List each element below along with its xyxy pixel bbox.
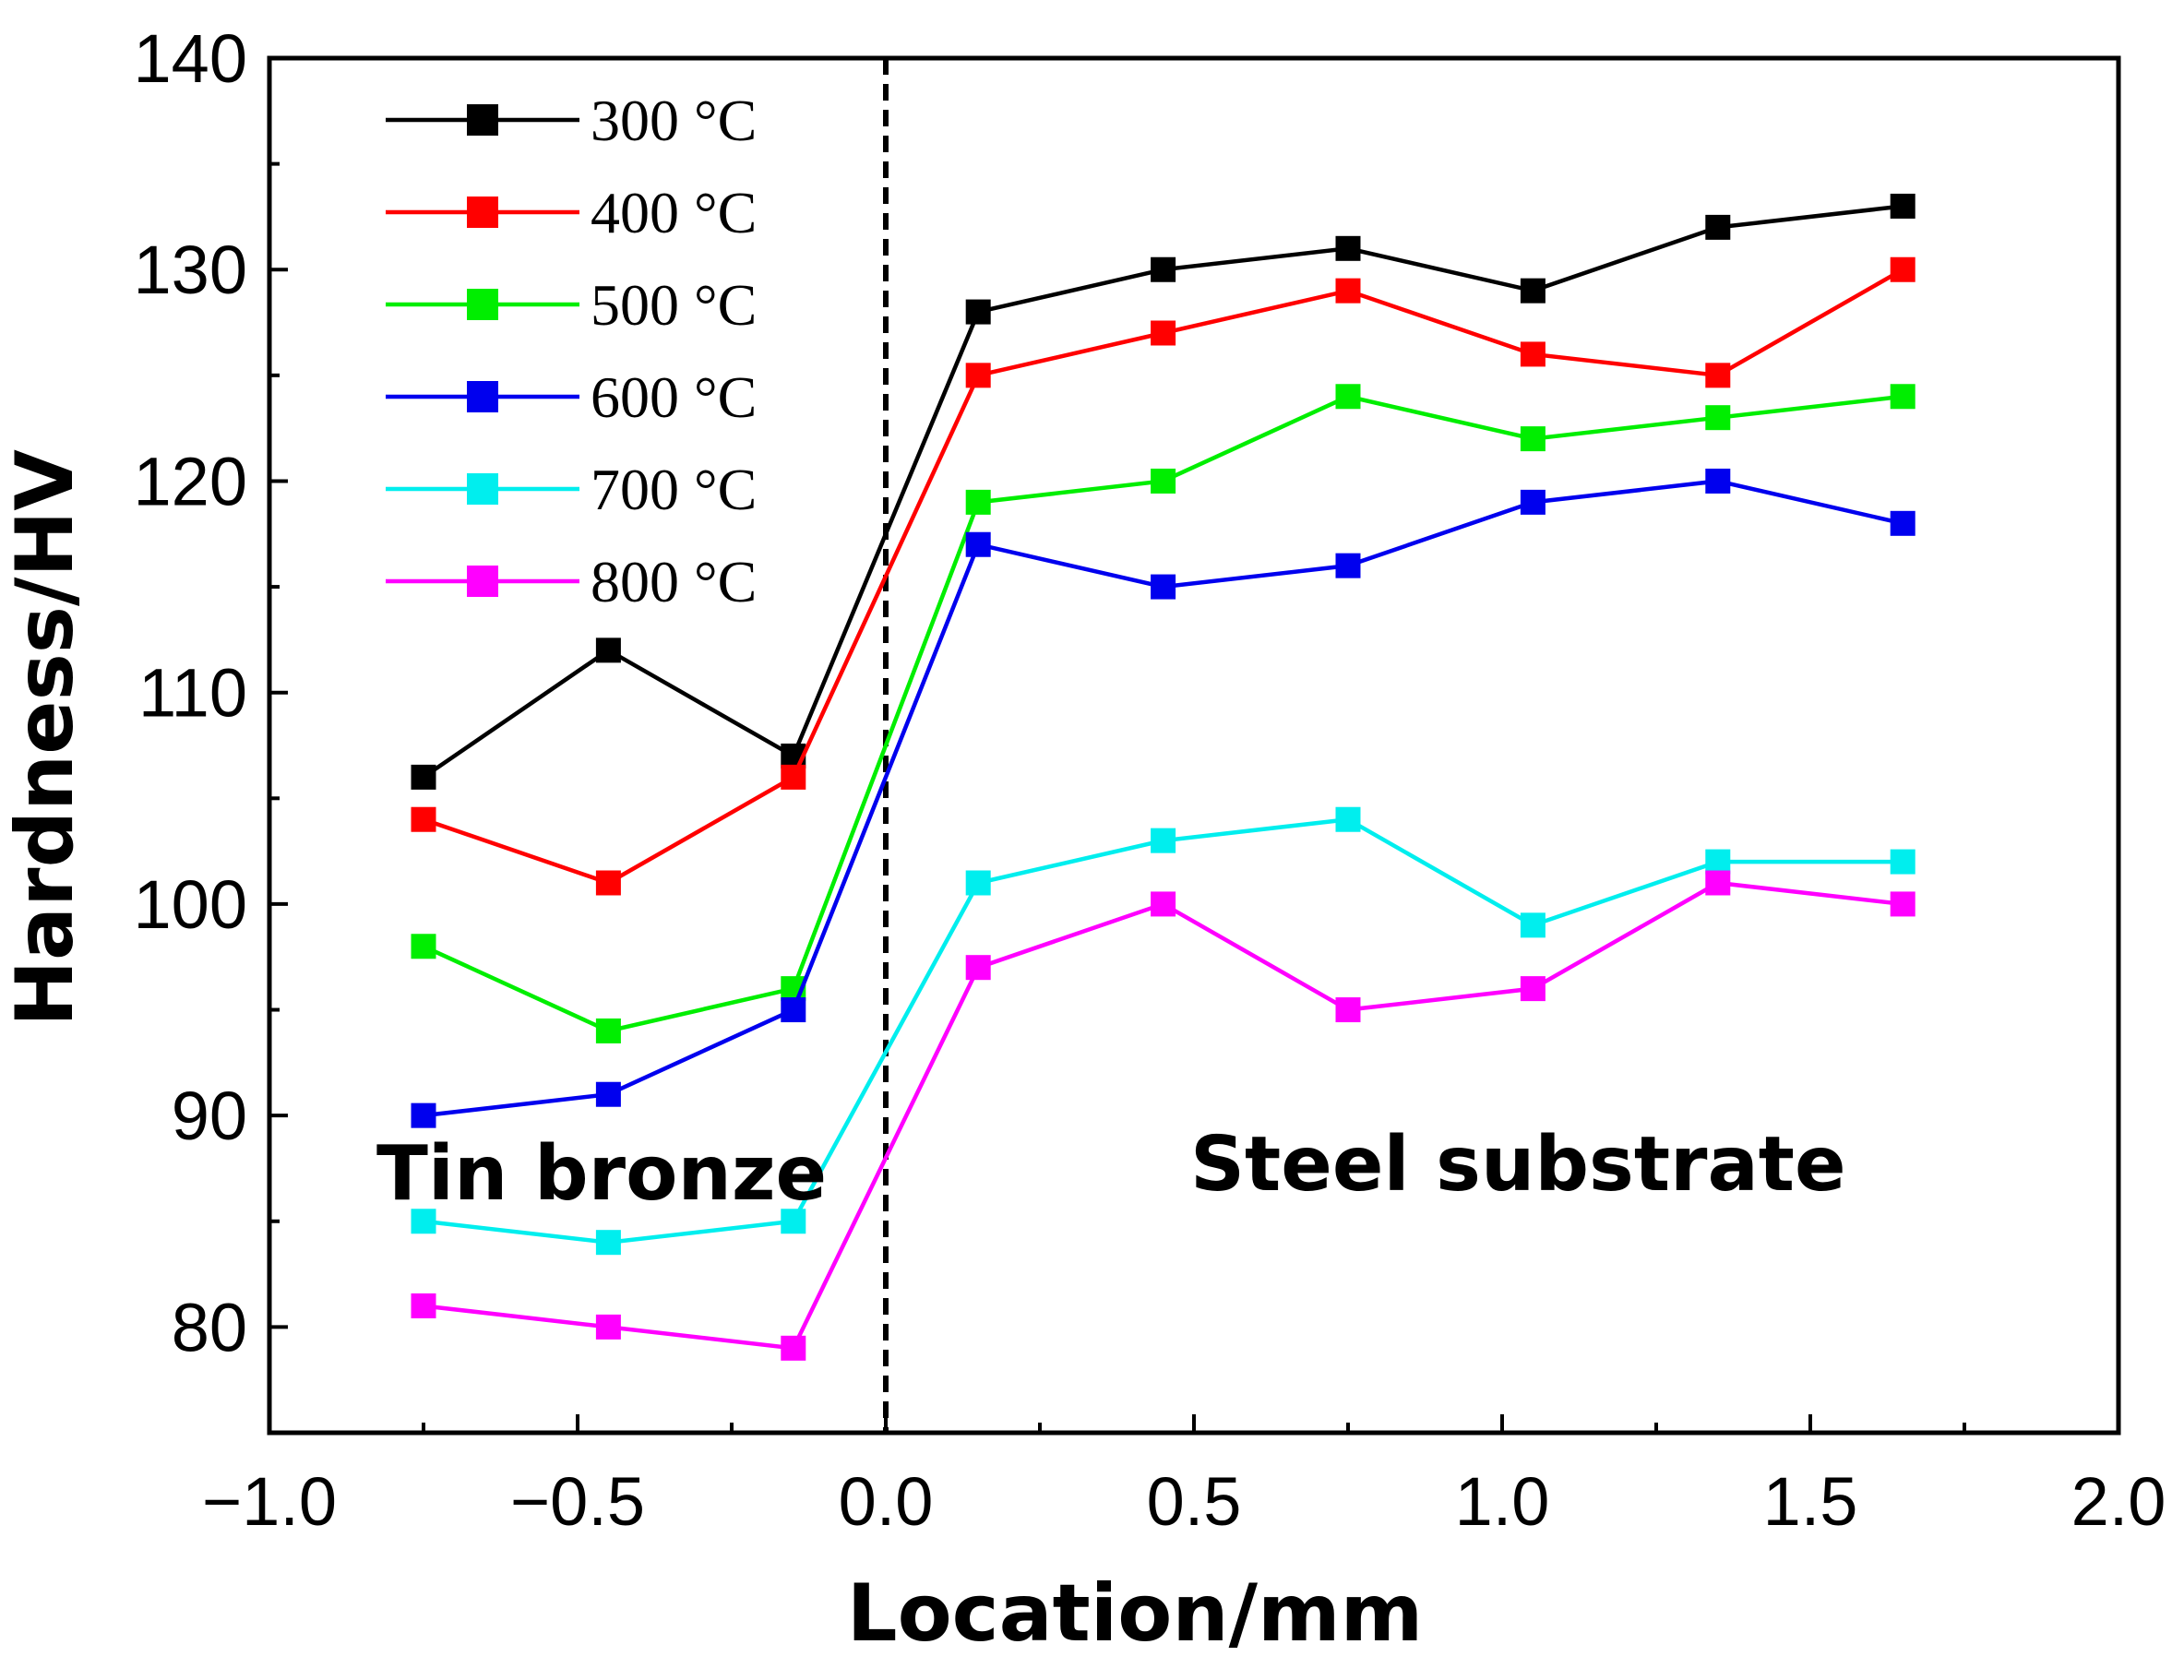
y-axis-title: Hardness/HV [0,449,91,1027]
data-point [781,1335,806,1361]
legend-label: 300 °C [591,88,757,153]
data-point [1335,235,1361,261]
x-axis: −1.0 −0.5 0.0 0.5 1.0 1.5 2.0 [202,1414,2166,1540]
data-point [1520,341,1546,367]
data-point [411,764,436,790]
y-tick-label: 80 [172,1289,247,1365]
y-tick-label: 140 [134,20,247,97]
series-line [423,880,1904,1351]
legend-item: 700 °C [386,457,757,522]
x-tick-label: −0.5 [510,1463,645,1540]
data-point [595,1230,621,1256]
y-tick-label: 130 [134,232,247,308]
x-tick-label: 1.0 [1455,1463,1550,1540]
x-tick-label: −1.0 [202,1463,337,1540]
data-point [411,1293,436,1318]
y-tick-label: 120 [134,443,247,519]
legend-item: 800 °C [386,549,757,614]
legend-marker [467,566,498,597]
data-point [781,1209,806,1234]
data-point [1335,278,1361,304]
series-1 [411,256,1915,896]
data-point [1705,214,1731,240]
series-layer [411,193,1915,1361]
data-point [1151,468,1176,494]
data-point [965,955,991,981]
data-point [595,1018,621,1043]
y-tick-label: 110 [138,655,247,732]
legend-label: 700 °C [591,457,757,522]
data-point [595,870,621,896]
data-point [595,637,621,663]
data-point [965,363,991,388]
legend-marker [467,197,498,228]
data-point [1520,912,1546,938]
data-point [965,489,991,515]
y-axis: 80 90 100 110 120 130 140 [134,20,288,1435]
data-point [1520,976,1546,1002]
x-tick-label: 0.0 [839,1463,934,1540]
legend-item: 300 °C [386,88,757,153]
data-point [965,870,991,896]
data-point [1705,849,1731,875]
data-point [1151,574,1176,600]
legend-item: 600 °C [386,364,757,430]
data-point [1890,891,1915,917]
data-point [1520,278,1546,304]
data-point [1890,849,1915,875]
data-point [1705,870,1731,896]
data-point [411,1102,436,1128]
legend-label: 500 °C [591,272,757,338]
data-point [1335,997,1361,1023]
data-point [1151,256,1176,282]
data-point [1151,828,1176,853]
data-point [1520,489,1546,515]
y-tick-label: 90 [172,1078,247,1154]
data-point [1890,193,1915,219]
legend-item: 400 °C [386,180,757,245]
data-point [781,997,806,1023]
data-point [1335,806,1361,832]
data-point [595,1081,621,1107]
series-4 [411,806,1915,1256]
data-point [595,1314,621,1340]
legend-marker [467,289,498,320]
data-point [1151,320,1176,346]
legend: 300 °C 400 °C 500 °C 600 °C 700 °C 800 °C [386,88,757,614]
data-point [411,1209,436,1234]
data-point [411,806,436,832]
data-point [1890,384,1915,410]
series-0 [411,193,1915,790]
x-tick-label: 1.5 [1763,1463,1858,1540]
data-point [1705,363,1731,388]
data-point [965,531,991,557]
steel-substrate-label: Steel substrate [1190,1121,1846,1209]
tin-bronze-label: Tin bronze [376,1130,827,1218]
data-point [1335,553,1361,578]
data-point [1705,468,1731,494]
series-3 [411,468,1915,1128]
y-tick-label: 100 [134,866,247,943]
data-point [1520,426,1546,452]
data-point [781,764,806,790]
legend-item: 500 °C [386,272,757,338]
legend-marker [467,104,498,136]
data-point [1151,891,1176,917]
data-point [965,299,991,325]
data-point [1705,405,1731,431]
x-tick-label: 2.0 [2071,1463,2166,1540]
data-point [411,934,436,959]
data-point [1890,510,1915,536]
legend-label: 400 °C [591,180,757,245]
legend-label: 600 °C [591,364,757,430]
series-5 [411,870,1915,1361]
data-point [1335,384,1361,410]
data-point [1890,256,1915,282]
x-axis-title: Location/mm [847,1567,1423,1660]
x-tick-label: 0.5 [1147,1463,1242,1540]
legend-marker [467,381,498,412]
legend-marker [467,473,498,505]
legend-label: 800 °C [591,549,757,614]
